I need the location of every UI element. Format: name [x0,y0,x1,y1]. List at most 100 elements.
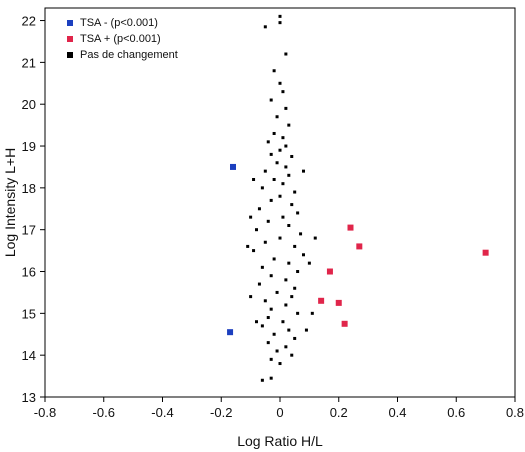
data-point [284,165,288,169]
data-point [269,152,273,156]
data-point [249,295,253,299]
x-tick-label: 0.6 [447,405,465,420]
data-point [281,136,285,140]
data-point [269,274,273,278]
data-point [272,69,276,73]
x-tick-label: -0.2 [210,405,232,420]
data-point [266,219,270,223]
data-point [287,173,291,177]
data-point [272,332,276,336]
data-point [255,320,258,324]
y-tick-label: 18 [22,181,36,196]
data-point [255,228,258,232]
data-point [281,90,285,94]
data-point [269,357,273,361]
data-point [299,232,303,236]
data-point [269,307,273,311]
x-axis: -0.8 -0.6 -0.4 -0.2 0 0.2 0.4 0.6 0.8 [34,397,524,420]
data-point [272,257,276,261]
data-point [287,224,291,228]
legend-swatch [67,36,73,42]
data-point [278,21,282,25]
legend-label: TSA - (p<0.001) [80,17,158,29]
data-point [278,14,282,18]
data-point [284,144,288,148]
y-tick-label: 16 [22,265,36,280]
data-point [304,328,308,332]
data-point [272,131,276,135]
data-point [296,211,300,215]
data-point [257,282,261,286]
data-point [260,324,264,328]
legend-label: TSA + (p<0.001) [80,33,161,45]
data-point [263,240,267,244]
data-point [278,148,282,152]
data-point [347,224,354,231]
data-point [269,376,273,380]
data-point [278,362,282,366]
data-point [335,299,342,306]
data-point [290,353,294,357]
data-point [266,140,270,144]
data-point [284,345,288,349]
plot-frame [44,7,516,398]
data-point [296,270,300,274]
data-point [318,297,325,304]
x-axis-label: Log Ratio H/L [237,433,323,449]
data-point [278,194,282,198]
data-point [310,311,314,315]
data-point [275,115,279,119]
y-tick-label: 22 [22,14,36,29]
data-point [269,198,273,202]
data-point [249,215,253,219]
data-point [269,98,273,102]
y-axis: 13 14 15 16 17 18 19 20 21 22 [22,14,45,405]
data-point [356,243,363,250]
data-point [293,336,297,340]
y-tick-label: 17 [22,223,36,238]
y-tick-label: 20 [22,97,36,112]
data-point [284,278,288,282]
data-point [278,81,282,85]
data-point [290,203,294,207]
data-point [281,182,285,186]
x-tick-label: 0.8 [506,405,524,420]
x-tick-label: -0.4 [151,405,173,420]
data-point [266,341,270,345]
data-point [482,249,489,256]
data-point [227,329,234,336]
data-point [290,295,294,299]
x-tick-label: 0 [276,405,283,420]
data-point [260,186,264,190]
x-tick-label: 0.4 [388,405,406,420]
data-point [263,169,267,173]
data-point [290,154,294,158]
data-point [263,25,267,29]
data-point [287,328,291,332]
data-point [313,236,317,240]
data-point [278,236,282,240]
y-axis-label: Log Intensity L+H [2,148,18,257]
points-layer [227,14,489,382]
legend: TSA - (p<0.001) TSA + (p<0.001) Pas de cha… [67,17,178,61]
data-point [260,378,264,382]
y-tick-label: 15 [22,306,36,321]
data-point [252,177,256,181]
y-tick-label: 19 [22,139,36,154]
data-point [284,106,288,110]
data-point [275,161,279,165]
data-point [281,215,285,219]
data-point [230,163,236,170]
x-tick-label: -0.8 [34,405,56,420]
data-point [296,311,300,315]
y-tick-label: 21 [22,55,36,70]
data-point [287,123,291,127]
x-tick-label: -0.6 [93,405,115,420]
y-tick-label: 14 [22,348,36,363]
data-point [307,261,311,265]
data-point [263,299,267,303]
legend-swatch [67,52,73,58]
data-point [341,320,348,327]
data-point [252,249,256,253]
